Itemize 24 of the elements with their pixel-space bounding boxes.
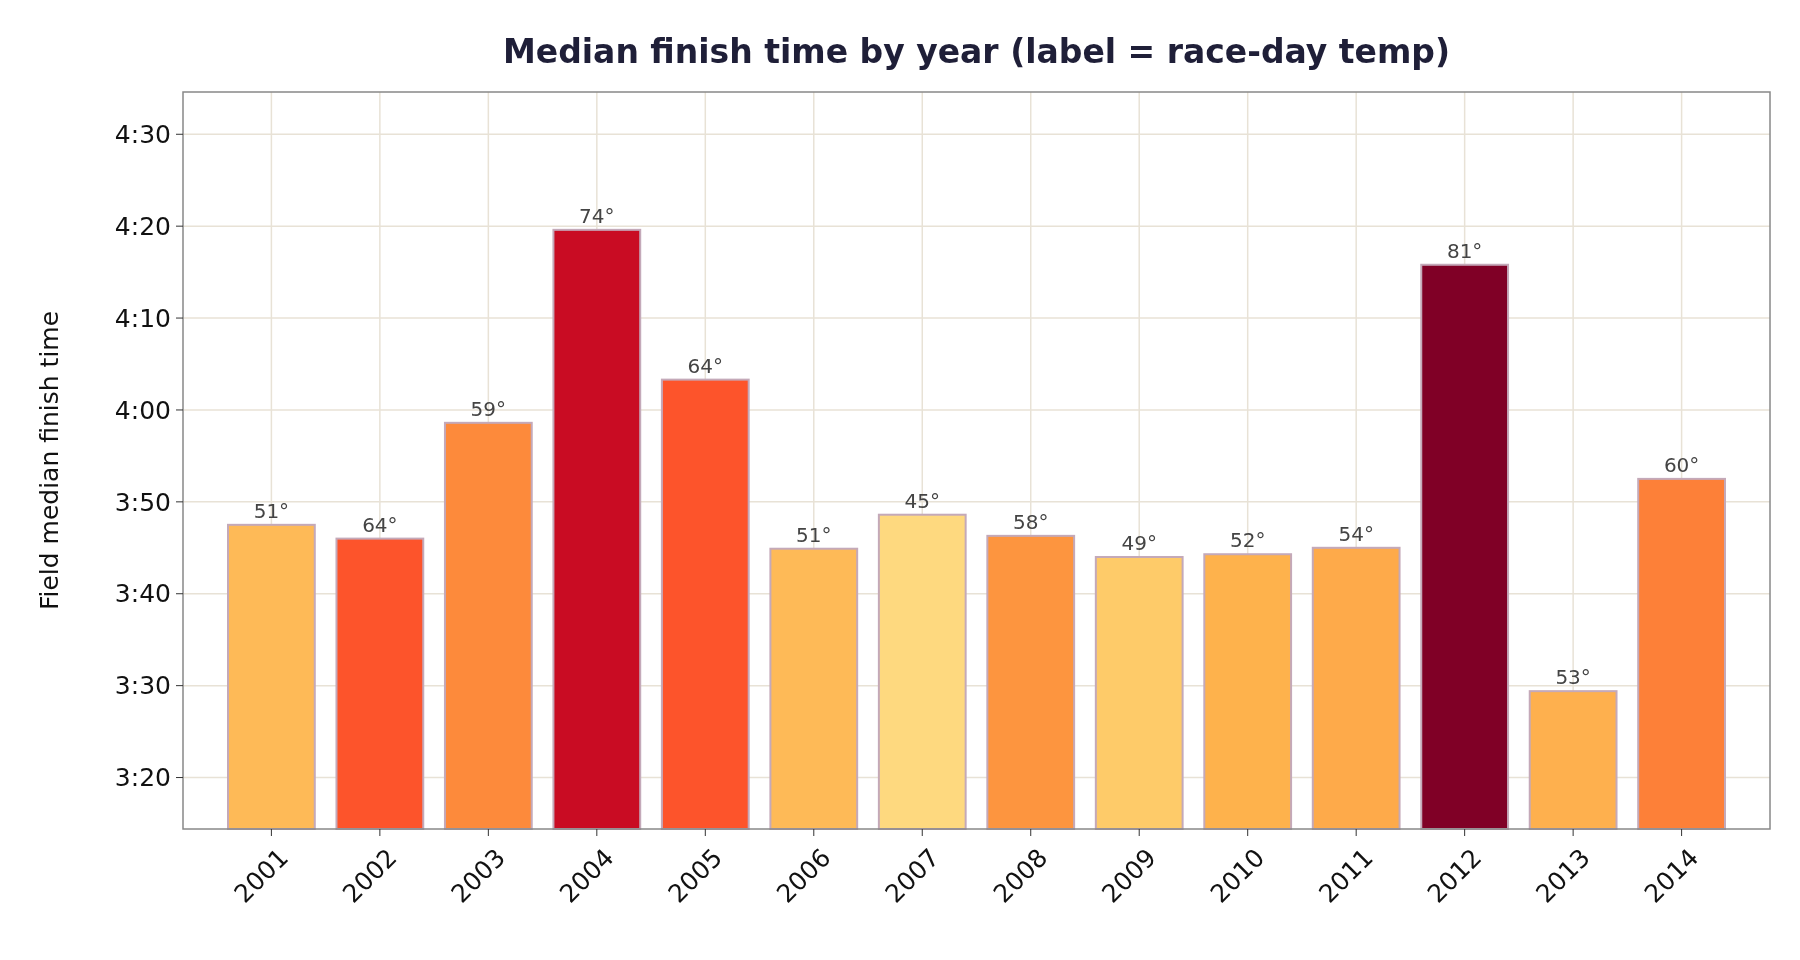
annotation: 51° [253,498,290,523]
y-tick-label: 3:20 [114,763,171,793]
annotation: 59° [470,396,507,421]
y-tick-label: 3:50 [114,487,171,517]
y-tick-label: 3:40 [114,579,171,609]
y-tick-label: 4:00 [114,395,171,425]
annotation: 53° [1555,665,1591,690]
y-tick-label: 3:30 [114,671,171,701]
annotation: 52° [1229,528,1266,553]
chart-title: Median finish time by year (label = race-day temp) [502,32,1451,71]
annotation: 81° [1446,238,1483,263]
annotation: 49° [1121,530,1157,555]
annotation: 60° [1663,452,1700,477]
annotation: 58° [1013,509,1049,534]
y-axis-title: Field median finish time [35,310,64,611]
annotation: 64° [687,353,724,378]
y-tick-label: 4:30 [114,120,171,150]
annotation: 51° [796,522,832,547]
annotation: 64° [362,512,398,537]
annotation: 74° [579,203,615,228]
y-tick-label: 4:20 [114,211,171,241]
annotation: 54° [1338,521,1374,546]
y-tick-label: 4:10 [114,303,171,333]
annotation: 45° [904,488,940,513]
